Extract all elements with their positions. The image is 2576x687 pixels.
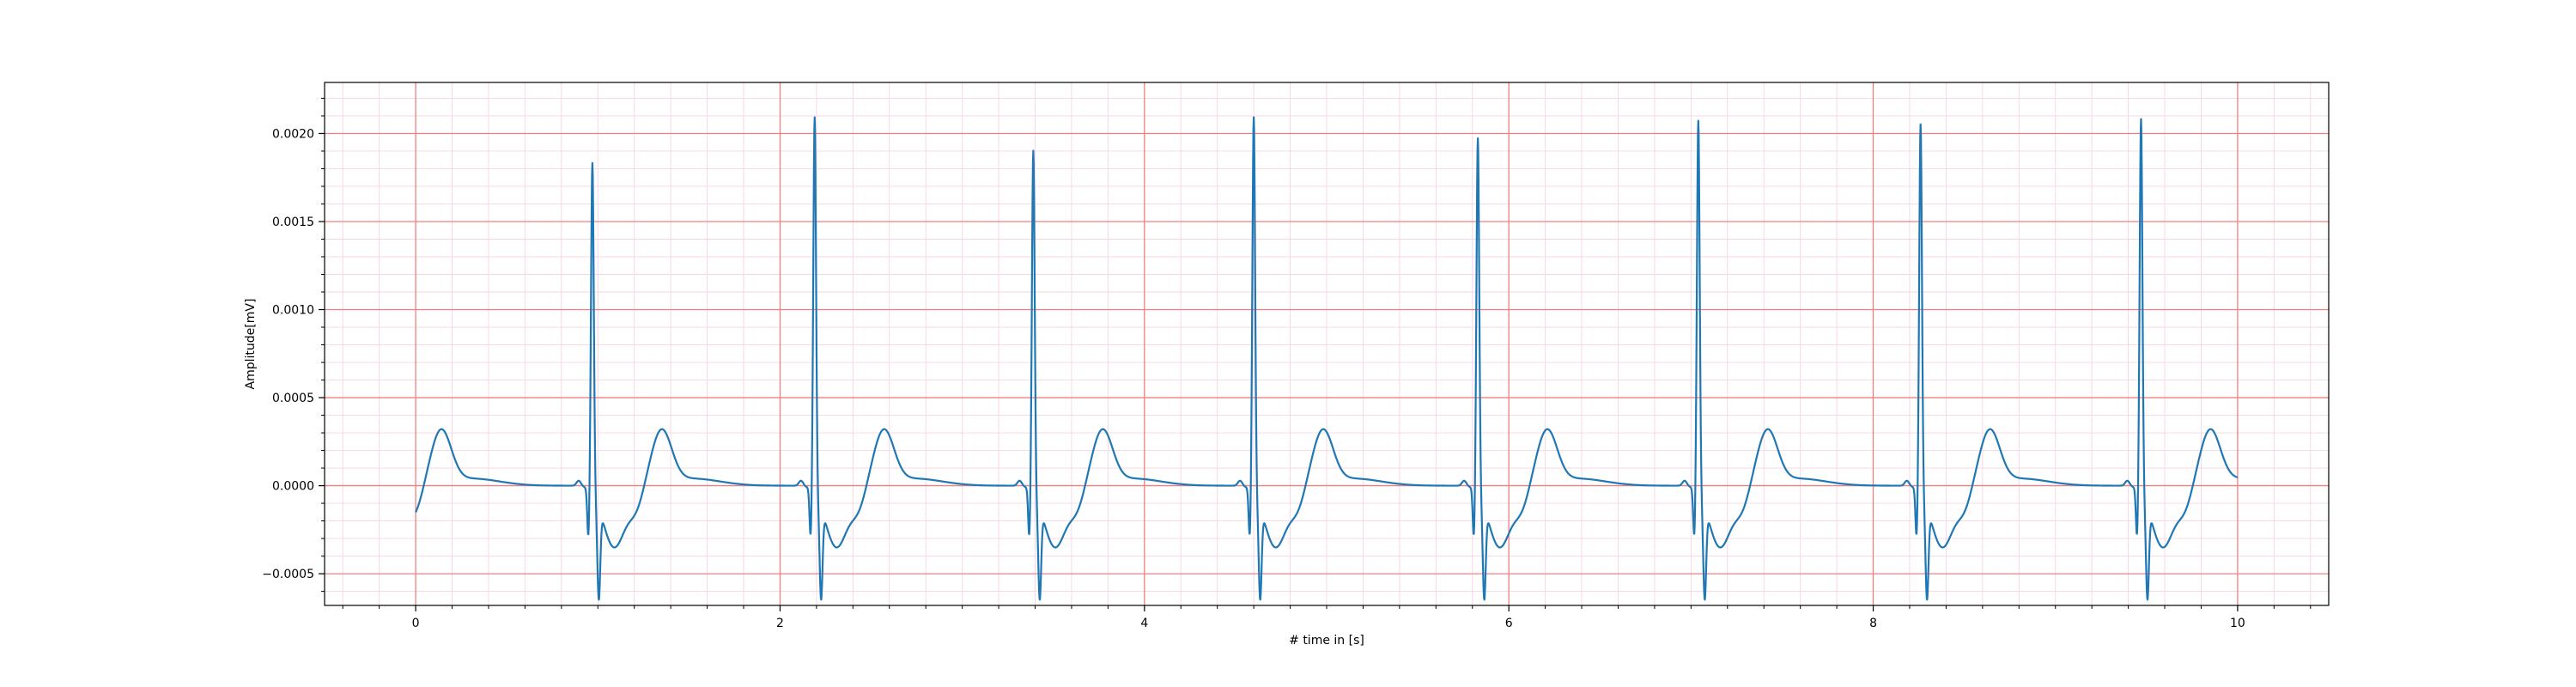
x-tick-label: 10 <box>2230 617 2245 630</box>
x-tick-label: 2 <box>776 617 784 630</box>
x-axis-label: # time in [s] <box>1289 634 1364 647</box>
y-tick-label: 0.0000 <box>272 480 314 494</box>
y-tick-label: 0.0005 <box>272 392 314 405</box>
y-tick-label: 0.0010 <box>272 304 314 318</box>
y-axis-ticks: −0.0005 0.0000 0.0005 0.0010 0.0015 0.0020 <box>262 98 325 591</box>
y-axis-label: Amplitude[mV] <box>244 299 258 390</box>
y-tick-label: 0.0015 <box>272 216 314 229</box>
x-tick-label: 4 <box>1140 617 1148 630</box>
x-tick-label: 8 <box>1869 617 1877 630</box>
y-tick-label: 0.0020 <box>272 127 314 141</box>
x-tick-label: 0 <box>412 617 420 630</box>
minor-grid <box>325 82 2329 605</box>
y-tick-label: −0.0005 <box>262 568 314 581</box>
x-axis-ticks: 0 2 4 6 8 10 <box>343 605 2311 630</box>
x-tick-label: 6 <box>1505 617 1513 630</box>
